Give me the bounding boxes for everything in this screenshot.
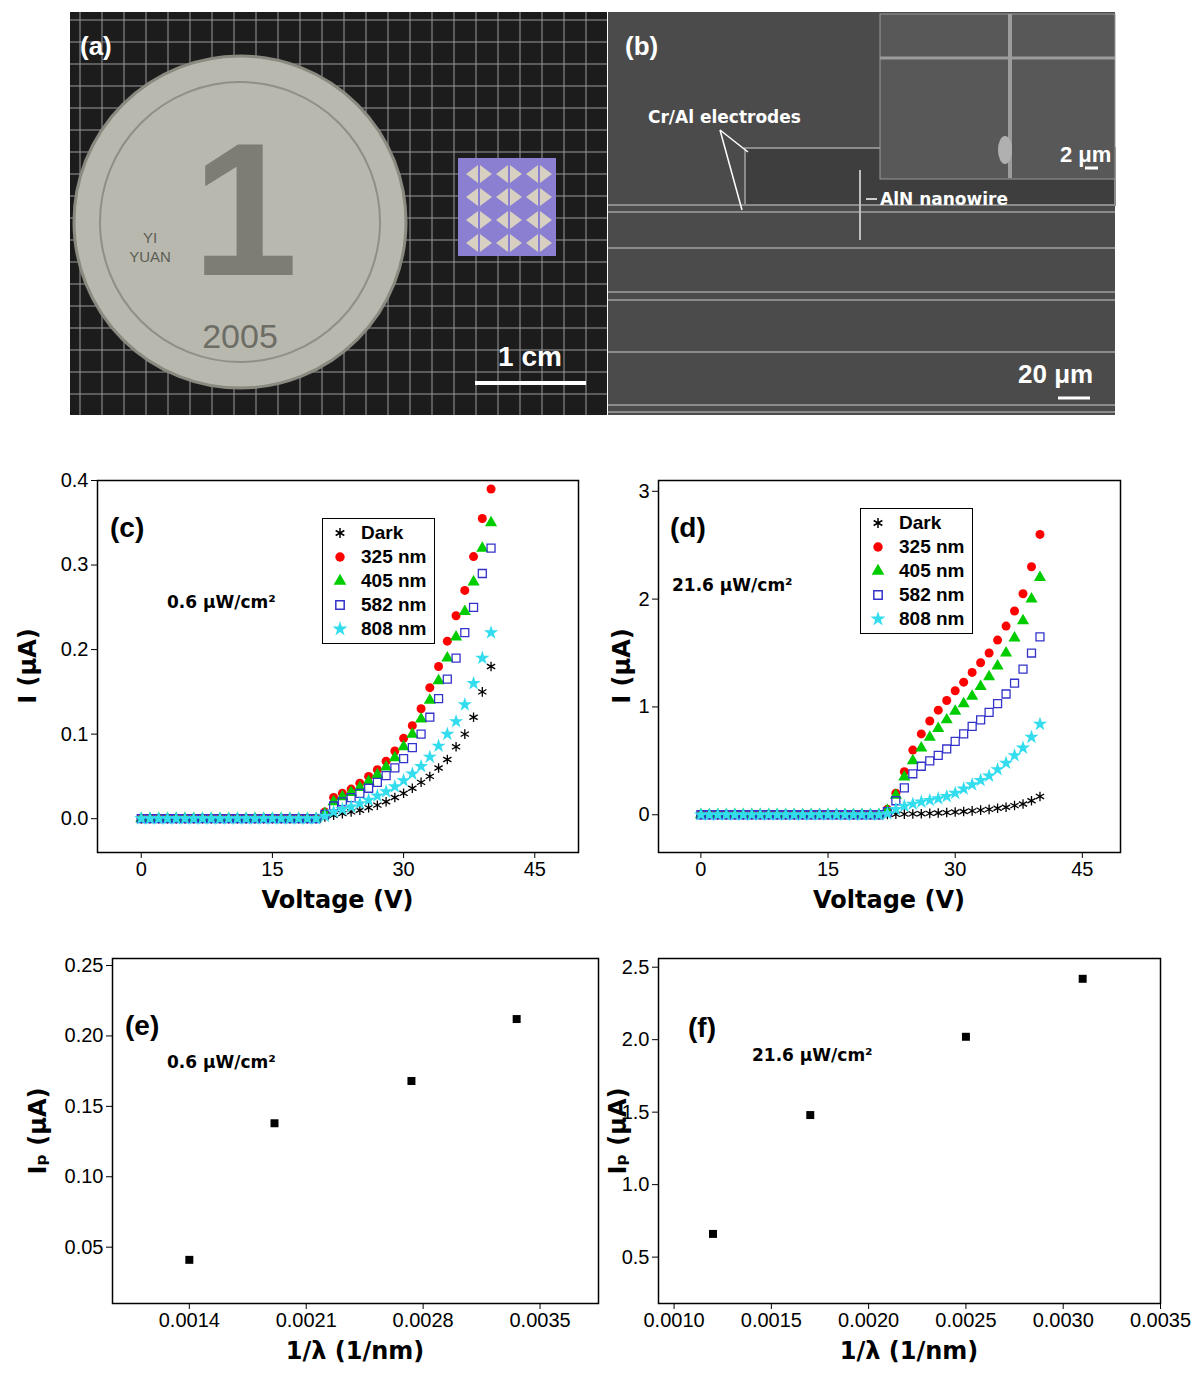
svg-text:1: 1 [638,695,649,717]
svg-text:45: 45 [1071,858,1093,880]
svg-text:0.25: 0.25 [65,954,104,976]
svg-text:0.2: 0.2 [61,638,89,660]
svg-text:0.0028: 0.0028 [393,1309,454,1331]
svg-text:AlN nanowire: AlN nanowire [880,189,1008,209]
svg-text:15: 15 [261,858,283,880]
svg-text:0.0025: 0.0025 [935,1309,996,1331]
svg-text:0.10: 0.10 [65,1165,104,1187]
svg-text:0.05: 0.05 [65,1236,104,1258]
svg-text:0.15: 0.15 [65,1095,104,1117]
svg-text:(a): (a) [80,31,112,61]
svg-text:YI: YI [143,229,157,246]
svg-text:0.20: 0.20 [65,1024,104,1046]
svg-text:0.1: 0.1 [61,723,89,745]
svg-text:45: 45 [524,858,546,880]
svg-text:(b): (b) [625,31,658,61]
svg-text:0.0010: 0.0010 [643,1309,704,1331]
svg-text:1: 1 [192,103,298,315]
svg-text:0.4: 0.4 [61,469,89,491]
svg-text:0.3: 0.3 [61,553,89,575]
svg-text:0.0021: 0.0021 [276,1309,337,1331]
svg-text:20 μm: 20 μm [1018,359,1093,389]
svg-text:30: 30 [944,858,966,880]
svg-text:1.0: 1.0 [622,1173,650,1195]
svg-text:0.0035: 0.0035 [1130,1309,1191,1331]
svg-text:YUAN: YUAN [129,248,171,265]
svg-text:2.5: 2.5 [622,956,650,978]
svg-text:0.0015: 0.0015 [741,1309,802,1331]
svg-text:2005: 2005 [202,317,278,355]
svg-text:0.0: 0.0 [61,807,89,829]
svg-text:0.5: 0.5 [622,1246,650,1268]
svg-text:15: 15 [817,858,839,880]
svg-text:1 cm: 1 cm [498,341,562,372]
svg-text:2 μm: 2 μm [1060,142,1111,167]
svg-text:0: 0 [638,803,649,825]
svg-text:3: 3 [638,480,649,502]
svg-text:0.0030: 0.0030 [1033,1309,1094,1331]
svg-text:0.0035: 0.0035 [509,1309,570,1331]
svg-text:0.0014: 0.0014 [159,1309,220,1331]
svg-text:Cr/Al electrodes: Cr/Al electrodes [648,107,801,127]
svg-text:0: 0 [695,858,706,880]
svg-text:0.0020: 0.0020 [838,1309,899,1331]
svg-text:2.0: 2.0 [622,1028,650,1050]
svg-text:30: 30 [392,858,414,880]
svg-text:2: 2 [638,588,649,610]
svg-text:0: 0 [136,858,147,880]
